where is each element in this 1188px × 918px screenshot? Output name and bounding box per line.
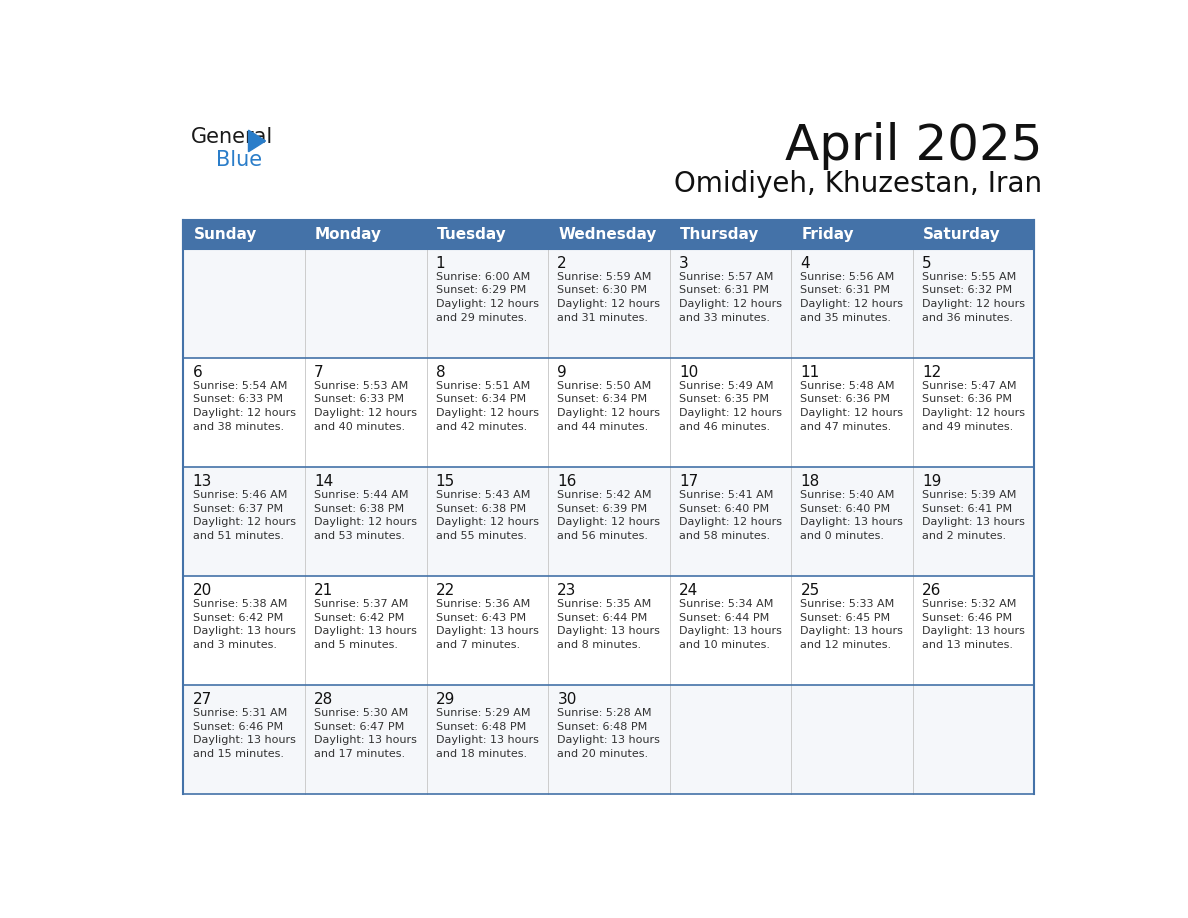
Text: Sunrise: 5:48 AM
Sunset: 6:36 PM
Daylight: 12 hours
and 47 minutes.: Sunrise: 5:48 AM Sunset: 6:36 PM Dayligh… xyxy=(801,381,904,431)
Text: 26: 26 xyxy=(922,583,941,598)
Text: Sunrise: 5:46 AM
Sunset: 6:37 PM
Daylight: 12 hours
and 51 minutes.: Sunrise: 5:46 AM Sunset: 6:37 PM Dayligh… xyxy=(192,490,296,541)
Text: Thursday: Thursday xyxy=(680,227,759,241)
Bar xyxy=(183,467,1035,576)
Bar xyxy=(183,576,1035,685)
Text: Sunrise: 5:28 AM
Sunset: 6:48 PM
Daylight: 13 hours
and 20 minutes.: Sunrise: 5:28 AM Sunset: 6:48 PM Dayligh… xyxy=(557,708,661,759)
Text: Sunday: Sunday xyxy=(194,227,257,241)
Text: Tuesday: Tuesday xyxy=(436,227,506,241)
Text: Sunrise: 5:30 AM
Sunset: 6:47 PM
Daylight: 13 hours
and 17 minutes.: Sunrise: 5:30 AM Sunset: 6:47 PM Dayligh… xyxy=(315,708,417,759)
Text: 30: 30 xyxy=(557,692,576,707)
Text: Wednesday: Wednesday xyxy=(558,227,657,241)
Text: Sunrise: 5:31 AM
Sunset: 6:46 PM
Daylight: 13 hours
and 15 minutes.: Sunrise: 5:31 AM Sunset: 6:46 PM Dayligh… xyxy=(192,708,296,759)
Text: 20: 20 xyxy=(192,583,211,598)
Text: 27: 27 xyxy=(192,692,211,707)
Text: Sunrise: 5:29 AM
Sunset: 6:48 PM
Daylight: 13 hours
and 18 minutes.: Sunrise: 5:29 AM Sunset: 6:48 PM Dayligh… xyxy=(436,708,538,759)
Text: 21: 21 xyxy=(315,583,334,598)
Text: 14: 14 xyxy=(315,474,334,488)
Text: 19: 19 xyxy=(922,474,941,488)
Text: Sunrise: 6:00 AM
Sunset: 6:29 PM
Daylight: 12 hours
and 29 minutes.: Sunrise: 6:00 AM Sunset: 6:29 PM Dayligh… xyxy=(436,272,539,322)
Text: 10: 10 xyxy=(678,364,699,380)
Text: Sunrise: 5:38 AM
Sunset: 6:42 PM
Daylight: 13 hours
and 3 minutes.: Sunrise: 5:38 AM Sunset: 6:42 PM Dayligh… xyxy=(192,599,296,650)
Text: 22: 22 xyxy=(436,583,455,598)
Text: 12: 12 xyxy=(922,364,941,380)
Bar xyxy=(426,219,548,249)
Text: Sunrise: 5:37 AM
Sunset: 6:42 PM
Daylight: 13 hours
and 5 minutes.: Sunrise: 5:37 AM Sunset: 6:42 PM Dayligh… xyxy=(315,599,417,650)
Text: 11: 11 xyxy=(801,364,820,380)
Text: 1: 1 xyxy=(436,256,446,271)
Text: Sunrise: 5:54 AM
Sunset: 6:33 PM
Daylight: 12 hours
and 38 minutes.: Sunrise: 5:54 AM Sunset: 6:33 PM Dayligh… xyxy=(192,381,296,431)
Text: Sunrise: 5:40 AM
Sunset: 6:40 PM
Daylight: 13 hours
and 0 minutes.: Sunrise: 5:40 AM Sunset: 6:40 PM Dayligh… xyxy=(801,490,903,541)
Bar xyxy=(183,685,1035,794)
Text: Omidiyeh, Khuzestan, Iran: Omidiyeh, Khuzestan, Iran xyxy=(674,170,1042,198)
Text: Sunrise: 5:35 AM
Sunset: 6:44 PM
Daylight: 13 hours
and 8 minutes.: Sunrise: 5:35 AM Sunset: 6:44 PM Dayligh… xyxy=(557,599,661,650)
Text: General: General xyxy=(191,127,273,147)
Bar xyxy=(670,219,791,249)
Bar xyxy=(183,219,305,249)
Text: 8: 8 xyxy=(436,364,446,380)
Text: Sunrise: 5:42 AM
Sunset: 6:39 PM
Daylight: 12 hours
and 56 minutes.: Sunrise: 5:42 AM Sunset: 6:39 PM Dayligh… xyxy=(557,490,661,541)
Bar xyxy=(548,219,670,249)
Text: Sunrise: 5:50 AM
Sunset: 6:34 PM
Daylight: 12 hours
and 44 minutes.: Sunrise: 5:50 AM Sunset: 6:34 PM Dayligh… xyxy=(557,381,661,431)
Bar xyxy=(183,249,1035,358)
Bar xyxy=(305,219,426,249)
Text: Sunrise: 5:43 AM
Sunset: 6:38 PM
Daylight: 12 hours
and 55 minutes.: Sunrise: 5:43 AM Sunset: 6:38 PM Dayligh… xyxy=(436,490,539,541)
Text: 18: 18 xyxy=(801,474,820,488)
Text: Sunrise: 5:53 AM
Sunset: 6:33 PM
Daylight: 12 hours
and 40 minutes.: Sunrise: 5:53 AM Sunset: 6:33 PM Dayligh… xyxy=(315,381,417,431)
Text: Sunrise: 5:49 AM
Sunset: 6:35 PM
Daylight: 12 hours
and 46 minutes.: Sunrise: 5:49 AM Sunset: 6:35 PM Dayligh… xyxy=(678,381,782,431)
Bar xyxy=(183,219,1035,249)
Text: Blue: Blue xyxy=(216,151,263,170)
Text: Sunrise: 5:34 AM
Sunset: 6:44 PM
Daylight: 13 hours
and 10 minutes.: Sunrise: 5:34 AM Sunset: 6:44 PM Dayligh… xyxy=(678,599,782,650)
Text: Sunrise: 5:41 AM
Sunset: 6:40 PM
Daylight: 12 hours
and 58 minutes.: Sunrise: 5:41 AM Sunset: 6:40 PM Dayligh… xyxy=(678,490,782,541)
Text: 29: 29 xyxy=(436,692,455,707)
Bar xyxy=(791,219,912,249)
Text: 24: 24 xyxy=(678,583,699,598)
Text: Sunrise: 5:39 AM
Sunset: 6:41 PM
Daylight: 13 hours
and 2 minutes.: Sunrise: 5:39 AM Sunset: 6:41 PM Dayligh… xyxy=(922,490,1025,541)
Text: Sunrise: 5:32 AM
Sunset: 6:46 PM
Daylight: 13 hours
and 13 minutes.: Sunrise: 5:32 AM Sunset: 6:46 PM Dayligh… xyxy=(922,599,1025,650)
Text: 23: 23 xyxy=(557,583,576,598)
Text: Sunrise: 5:51 AM
Sunset: 6:34 PM
Daylight: 12 hours
and 42 minutes.: Sunrise: 5:51 AM Sunset: 6:34 PM Dayligh… xyxy=(436,381,539,431)
Text: 9: 9 xyxy=(557,364,567,380)
Text: 28: 28 xyxy=(315,692,334,707)
Text: 5: 5 xyxy=(922,256,931,271)
Bar xyxy=(912,219,1035,249)
Text: Sunrise: 5:56 AM
Sunset: 6:31 PM
Daylight: 12 hours
and 35 minutes.: Sunrise: 5:56 AM Sunset: 6:31 PM Dayligh… xyxy=(801,272,904,322)
Text: 16: 16 xyxy=(557,474,576,488)
Text: Friday: Friday xyxy=(801,227,854,241)
Text: Sunrise: 5:36 AM
Sunset: 6:43 PM
Daylight: 13 hours
and 7 minutes.: Sunrise: 5:36 AM Sunset: 6:43 PM Dayligh… xyxy=(436,599,538,650)
Text: Sunrise: 5:59 AM
Sunset: 6:30 PM
Daylight: 12 hours
and 31 minutes.: Sunrise: 5:59 AM Sunset: 6:30 PM Dayligh… xyxy=(557,272,661,322)
Text: Sunrise: 5:47 AM
Sunset: 6:36 PM
Daylight: 12 hours
and 49 minutes.: Sunrise: 5:47 AM Sunset: 6:36 PM Dayligh… xyxy=(922,381,1025,431)
Text: 7: 7 xyxy=(315,364,324,380)
Text: 4: 4 xyxy=(801,256,810,271)
Text: Sunrise: 5:57 AM
Sunset: 6:31 PM
Daylight: 12 hours
and 33 minutes.: Sunrise: 5:57 AM Sunset: 6:31 PM Dayligh… xyxy=(678,272,782,322)
Text: 25: 25 xyxy=(801,583,820,598)
Text: Monday: Monday xyxy=(315,227,383,241)
Text: 13: 13 xyxy=(192,474,211,488)
Text: 6: 6 xyxy=(192,364,202,380)
Text: 3: 3 xyxy=(678,256,689,271)
Text: 17: 17 xyxy=(678,474,699,488)
Text: Saturday: Saturday xyxy=(923,227,1000,241)
Text: 2: 2 xyxy=(557,256,567,271)
Text: Sunrise: 5:33 AM
Sunset: 6:45 PM
Daylight: 13 hours
and 12 minutes.: Sunrise: 5:33 AM Sunset: 6:45 PM Dayligh… xyxy=(801,599,903,650)
Text: 15: 15 xyxy=(436,474,455,488)
Text: Sunrise: 5:44 AM
Sunset: 6:38 PM
Daylight: 12 hours
and 53 minutes.: Sunrise: 5:44 AM Sunset: 6:38 PM Dayligh… xyxy=(315,490,417,541)
Text: April 2025: April 2025 xyxy=(784,122,1042,170)
Polygon shape xyxy=(248,130,266,151)
Bar xyxy=(183,358,1035,467)
Text: Sunrise: 5:55 AM
Sunset: 6:32 PM
Daylight: 12 hours
and 36 minutes.: Sunrise: 5:55 AM Sunset: 6:32 PM Dayligh… xyxy=(922,272,1025,322)
